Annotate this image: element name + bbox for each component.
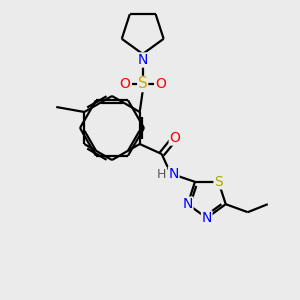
Text: S: S xyxy=(138,76,148,92)
Text: N: N xyxy=(137,53,148,67)
Text: S: S xyxy=(214,175,223,189)
Text: N: N xyxy=(182,197,193,211)
Text: O: O xyxy=(155,77,166,91)
Text: O: O xyxy=(119,77,130,91)
Text: N: N xyxy=(169,167,179,181)
Text: O: O xyxy=(169,131,180,145)
Text: H: H xyxy=(157,167,166,181)
Text: N: N xyxy=(202,211,212,225)
